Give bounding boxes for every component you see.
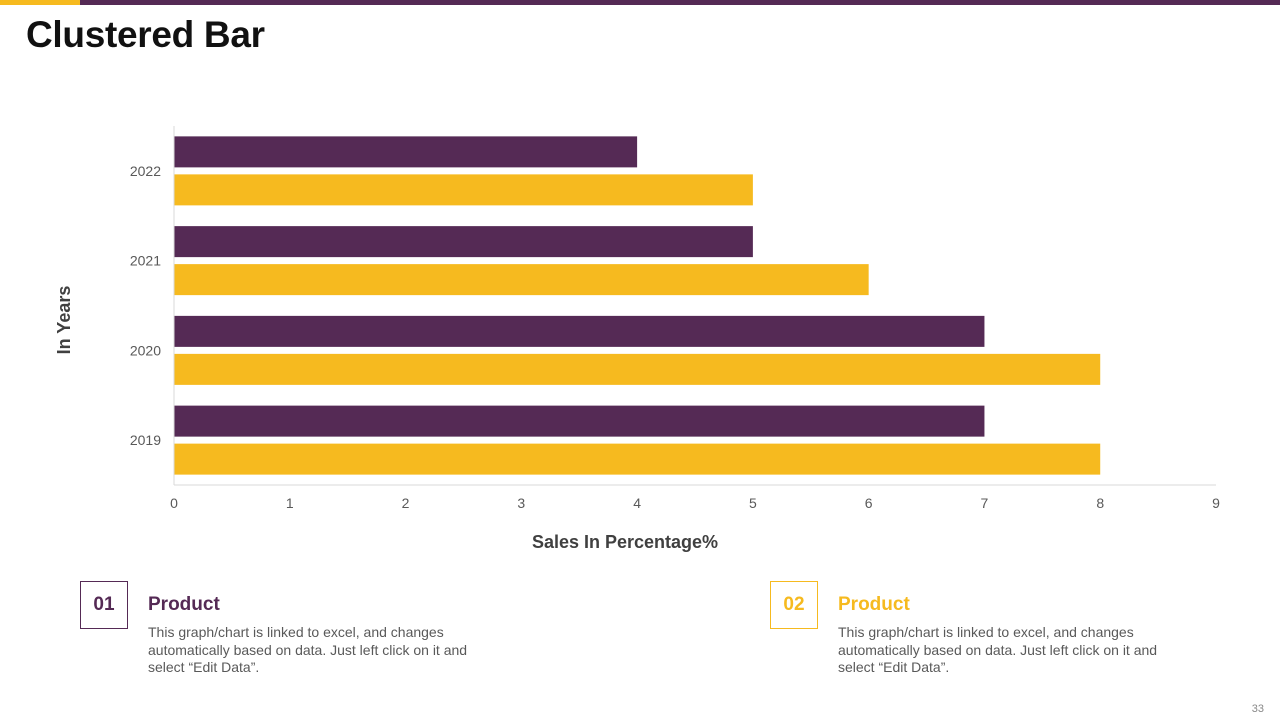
x-tick-label: 5 — [749, 495, 757, 511]
y-tick-label: 2020 — [130, 342, 161, 358]
x-tick-label: 7 — [981, 495, 989, 511]
bar-2019-series-1 — [174, 405, 985, 437]
bar-2020-series-2 — [174, 353, 1101, 385]
x-tick-label: 0 — [170, 495, 178, 511]
card-02-text: This graph/chart is linked to excel, and… — [838, 624, 1158, 675]
top-bar — [0, 0, 1280, 5]
x-tick-label: 1 — [286, 495, 294, 511]
bar-2019-series-2 — [174, 443, 1101, 475]
bar-layer — [174, 136, 1101, 475]
card-02-number: 02 — [770, 581, 818, 629]
card-01-text: This graph/chart is linked to excel, and… — [148, 624, 468, 675]
x-tick-label: 9 — [1212, 495, 1220, 511]
x-tick-label: 6 — [865, 495, 873, 511]
y-tick-labels: 2019 2020 2021 2022 — [130, 163, 161, 448]
bar-2020-series-1 — [174, 315, 985, 347]
bar-2021-series-1 — [174, 226, 753, 258]
y-tick-label: 2022 — [130, 163, 161, 179]
clustered-bar-chart: 0 1 2 3 4 5 6 7 8 9 2019 2020 2021 2022 Sales In Per… — [54, 126, 1220, 552]
y-axis-label: In Years — [54, 286, 74, 355]
x-tick-label: 8 — [1096, 495, 1104, 511]
x-tick-label: 4 — [633, 495, 641, 511]
x-tick-label: 3 — [517, 495, 525, 511]
x-tick-label: 2 — [402, 495, 410, 511]
card-01-number: 01 — [80, 581, 128, 629]
bar-2021-series-2 — [174, 264, 869, 296]
slide-title: Clustered Bar — [26, 14, 265, 55]
x-tick-labels: 0 1 2 3 4 5 6 7 8 9 — [170, 495, 1220, 511]
card-01-title: Product — [148, 594, 220, 615]
top-accent — [0, 0, 80, 5]
bar-2022-series-2 — [174, 174, 753, 206]
card-02-title: Product — [838, 594, 910, 615]
x-axis-label: Sales In Percentage% — [532, 532, 718, 552]
bar-2022-series-1 — [174, 136, 638, 168]
y-tick-label: 2021 — [130, 253, 161, 269]
page-number: 33 — [1251, 703, 1264, 715]
y-tick-label: 2019 — [130, 432, 161, 448]
